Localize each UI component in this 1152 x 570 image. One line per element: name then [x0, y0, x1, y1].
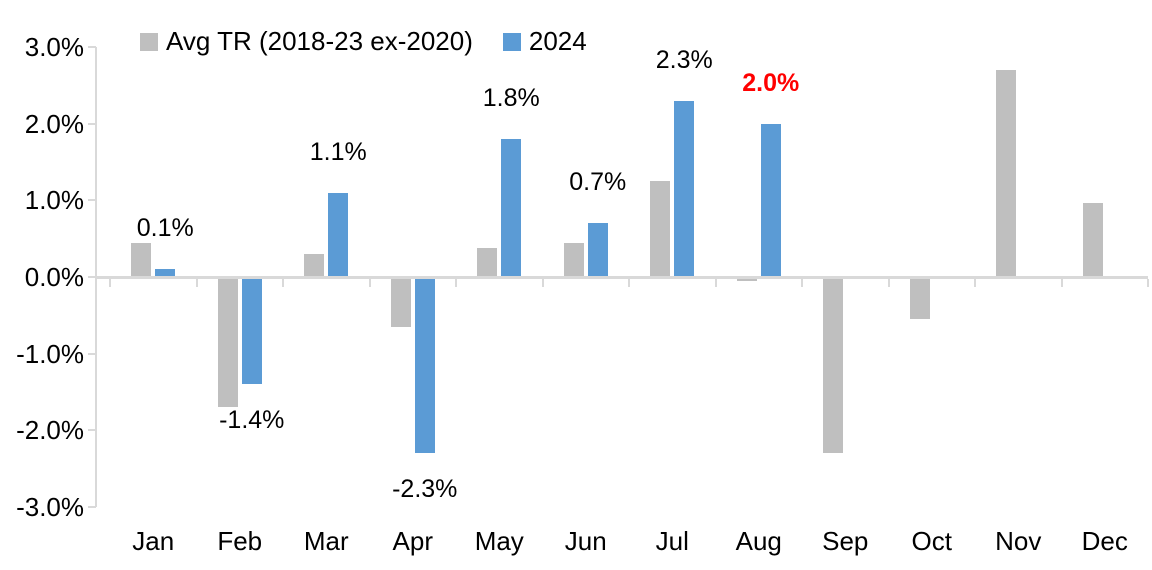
data-label-jul: 2.3%: [655, 45, 713, 74]
x-tick-label: Jan: [132, 526, 175, 556]
legend-swatch-avg-tr: [140, 32, 158, 51]
bar-avg-tr-feb: [217, 277, 238, 408]
bar-avg-tr-oct: [909, 277, 930, 320]
bar-2024-feb: [241, 277, 262, 385]
x-axis-zero-line: [95, 275, 1148, 279]
x-axis-tick: [109, 278, 111, 287]
bar-avg-tr-nov: [996, 70, 1017, 277]
data-label-feb: -1.4%: [219, 406, 285, 435]
legend-label-avg-tr: Avg TR (2018-23 ex-2020): [166, 26, 473, 56]
chart-legend: Avg TR (2018-23 ex-2020) 2024: [140, 26, 587, 57]
y-tick-label: 3.0%: [24, 32, 84, 62]
x-tick-label: Mar: [303, 526, 349, 556]
bar-2024-mar: [328, 192, 349, 277]
x-tick-label: Jun: [564, 526, 607, 556]
bar-2024-may: [501, 139, 522, 277]
x-tick-label: Oct: [911, 526, 952, 556]
y-tick-label: 1.0%: [24, 185, 84, 216]
bar-2024-aug: [760, 123, 781, 277]
y-tick-label: 2.0%: [24, 108, 84, 139]
y-axis-tick: [88, 122, 96, 125]
y-axis-tick: [88, 429, 96, 432]
x-axis-tick: [974, 278, 976, 287]
x-tick-label: Nov: [995, 526, 1042, 556]
x-axis-tick: [1147, 278, 1149, 287]
x-axis-tick: [541, 278, 544, 287]
x-axis-tick: [1060, 278, 1063, 287]
x-tick-label: Aug: [735, 526, 782, 556]
x-axis-tick: [368, 278, 371, 287]
data-label-jun: 0.7%: [569, 168, 627, 197]
legend-item-2024: 2024: [502, 26, 587, 57]
x-tick-label: Dec: [1081, 526, 1128, 556]
bar-avg-tr-jun: [563, 242, 584, 277]
y-axis-tick: [88, 46, 96, 48]
y-tick-label: -3.0%: [16, 492, 84, 522]
x-axis-tick: [195, 278, 198, 287]
x-axis-tick: [455, 278, 457, 287]
legend-swatch-2024: [502, 32, 521, 51]
x-axis-tick: [282, 278, 284, 287]
y-tick-label: 0.0%: [24, 262, 84, 292]
x-axis-tick: [801, 278, 803, 287]
bar-avg-tr-mar: [304, 254, 325, 277]
y-axis-tick: [88, 199, 96, 202]
bar-2024-apr: [414, 277, 435, 454]
bar-avg-tr-jul: [650, 181, 671, 277]
x-axis-tick: [714, 278, 717, 287]
y-tick-label: -1.0%: [16, 338, 84, 369]
bar-2024-jun: [587, 223, 608, 277]
x-axis-tick: [628, 278, 630, 287]
data-label-jan: 0.1%: [136, 214, 194, 243]
data-label-may: 1.8%: [482, 84, 540, 112]
x-tick-label: Sep: [822, 526, 869, 556]
x-tick-label: Apr: [392, 526, 433, 556]
bar-avg-tr-dec: [1082, 202, 1103, 277]
y-axis-tick: [88, 276, 96, 278]
x-tick-label: Jul: [655, 526, 689, 556]
legend-label-2024: 2024: [528, 26, 587, 56]
y-axis-tick: [88, 352, 96, 355]
x-axis-tick: [887, 278, 890, 287]
bar-avg-tr-apr: [390, 277, 411, 327]
x-tick-label: Feb: [217, 526, 263, 556]
bar-avg-tr-jan: [131, 242, 152, 277]
x-tick-label: May: [474, 526, 524, 556]
bar-2024-jul: [674, 100, 695, 277]
bar-avg-tr-aug: [736, 277, 757, 281]
data-label-apr: -2.3%: [392, 475, 458, 504]
y-tick-label: -2.0%: [16, 415, 84, 446]
legend-item-avg-tr: Avg TR (2018-23 ex-2020): [140, 26, 473, 57]
bar-avg-tr-sep: [823, 277, 844, 454]
data-label-mar: 1.1%: [309, 137, 367, 166]
y-axis-tick: [88, 506, 96, 508]
bar-avg-tr-may: [477, 247, 498, 277]
data-label-aug: 2.0%: [742, 68, 800, 97]
bar-2024-jan: [155, 269, 176, 277]
